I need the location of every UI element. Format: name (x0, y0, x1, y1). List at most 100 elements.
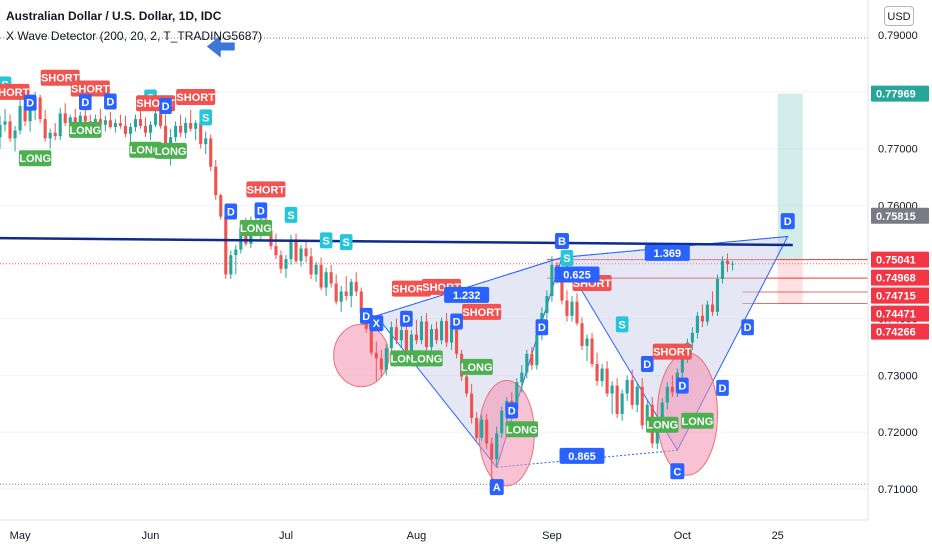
candle[interactable] (349, 278, 353, 308)
short-signal-label[interactable]: SHORT (0, 83, 30, 100)
candle[interactable] (123, 115, 127, 138)
candle[interactable] (495, 426, 499, 467)
candle[interactable] (138, 110, 143, 129)
candle[interactable] (224, 210, 228, 279)
ratio-label[interactable]: 0.865 (559, 447, 605, 464)
long-signal-label[interactable]: LONG (460, 358, 493, 375)
d-signal-label[interactable]: D (676, 377, 689, 394)
candle[interactable] (670, 375, 674, 397)
candle[interactable] (700, 304, 704, 328)
indicator-legend[interactable]: X Wave Detector (200, 20, 2, T_TRADING56… (6, 29, 263, 43)
long-signal-label[interactable]: LONG (154, 142, 187, 159)
long-signal-label[interactable]: LONG (18, 150, 52, 167)
candle[interactable] (153, 108, 158, 128)
candle[interactable] (108, 111, 112, 129)
candle[interactable] (148, 121, 153, 141)
candle[interactable] (389, 321, 393, 353)
candle[interactable] (339, 285, 343, 312)
d-signal-label[interactable]: D (159, 98, 172, 115)
pattern-point-d[interactable]: D (780, 213, 795, 230)
d-signal-label[interactable]: D (535, 319, 549, 336)
candle[interactable] (219, 193, 223, 220)
symbol-title[interactable]: Australian Dollar / U.S. Dollar, 1D, IDC (6, 9, 222, 23)
candle[interactable] (690, 327, 694, 350)
candle[interactable] (585, 334, 589, 362)
candle[interactable] (324, 267, 328, 297)
s-signal-label[interactable]: S (339, 234, 353, 251)
candle[interactable] (354, 272, 358, 297)
price-level-tag[interactable]: 0.75041 (871, 251, 929, 268)
candle[interactable] (384, 344, 388, 376)
candle[interactable] (3, 108, 7, 132)
s-signal-label[interactable]: S (284, 206, 298, 223)
long-signal-label[interactable]: LONG (505, 421, 539, 438)
candle[interactable] (419, 315, 424, 345)
candle[interactable] (485, 413, 489, 450)
short-signal-label[interactable]: SHORT (246, 181, 285, 198)
candle[interactable] (434, 321, 439, 345)
candle[interactable] (374, 341, 378, 382)
d-signal-label[interactable]: D (104, 93, 117, 110)
short-signal-label[interactable]: SHORT (652, 343, 692, 360)
s-signal-label[interactable]: S (560, 250, 574, 267)
candle[interactable] (665, 382, 669, 410)
candle[interactable] (334, 274, 338, 305)
candle[interactable] (444, 313, 449, 348)
candle[interactable] (565, 290, 569, 322)
candle[interactable] (274, 233, 278, 260)
candle[interactable] (103, 115, 107, 132)
s-signal-label[interactable]: S (319, 232, 333, 249)
candle[interactable] (38, 94, 42, 124)
candle[interactable] (143, 117, 148, 138)
short-signal-label[interactable]: SHORT (176, 88, 215, 105)
d-signal-label[interactable]: D (505, 402, 519, 419)
short-signal-label[interactable]: SHORT (391, 280, 431, 297)
candle[interactable] (8, 114, 12, 142)
ratio-label[interactable]: 1.232 (444, 286, 490, 303)
candle[interactable] (580, 317, 584, 350)
candle[interactable] (304, 239, 308, 262)
candle[interactable] (695, 311, 699, 339)
candle[interactable] (13, 125, 17, 152)
d-signal-label[interactable]: D (640, 356, 654, 373)
long-signal-label[interactable]: LONG (69, 121, 102, 138)
candle[interactable] (625, 375, 629, 401)
pattern-point-x[interactable]: X (369, 315, 384, 332)
s-signal-label[interactable]: S (615, 316, 629, 333)
short-signal-label[interactable]: SHORT (40, 69, 80, 86)
candle[interactable] (475, 412, 479, 441)
currency-button[interactable]: USD (884, 6, 914, 26)
s-signal-label[interactable]: S (199, 109, 213, 126)
candle[interactable] (18, 97, 22, 135)
pattern-point-b[interactable]: B (554, 232, 569, 249)
candle[interactable] (720, 256, 725, 284)
candle[interactable] (128, 123, 133, 142)
candle[interactable] (209, 134, 213, 172)
candle[interactable] (424, 313, 429, 352)
long-signal-label[interactable]: LONG (646, 416, 679, 433)
candle[interactable] (184, 117, 188, 139)
pattern-point-c[interactable]: C (670, 463, 685, 480)
candle[interactable] (399, 325, 403, 348)
candle[interactable] (48, 128, 52, 149)
ratio-label[interactable]: 0.625 (554, 266, 600, 283)
candle[interactable] (204, 131, 208, 155)
candle[interactable] (550, 256, 554, 302)
d-signal-label[interactable]: D (716, 379, 729, 396)
candle[interactable] (535, 330, 539, 370)
candle[interactable] (214, 159, 218, 200)
candle[interactable] (439, 317, 444, 345)
price-level-tag[interactable]: 0.77969 (871, 85, 929, 102)
candle[interactable] (500, 406, 504, 438)
candle[interactable] (480, 415, 484, 441)
candle[interactable] (344, 276, 348, 301)
candle[interactable] (229, 250, 233, 279)
candle[interactable] (314, 261, 318, 282)
d-signal-label[interactable]: D (254, 202, 268, 219)
d-signal-label[interactable]: D (400, 310, 413, 327)
candle[interactable] (194, 120, 198, 141)
d-signal-label[interactable]: D (78, 94, 92, 111)
candle[interactable] (379, 349, 383, 377)
candle[interactable] (289, 234, 293, 265)
